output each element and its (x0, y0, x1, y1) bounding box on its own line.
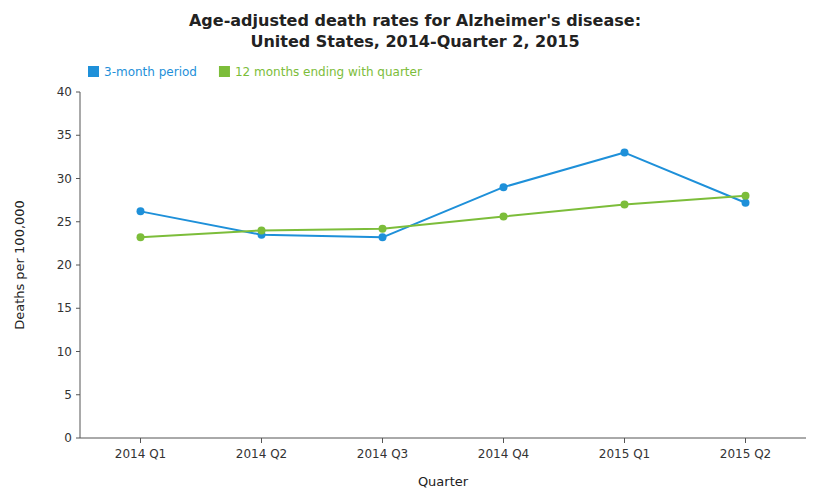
series-point (742, 199, 750, 207)
legend-swatch (219, 66, 230, 77)
chart: Age-adjusted death rates for Alzheimer's… (0, 0, 830, 500)
x-tick (261, 438, 262, 443)
y-tick-label: 10 (57, 345, 72, 359)
y-tick (76, 308, 80, 309)
legend-label: 3-month period (104, 65, 197, 79)
y-tick-label: 20 (57, 258, 72, 272)
series-point (621, 149, 629, 157)
x-axis-label: Quarter (418, 474, 469, 489)
x-tick (745, 438, 746, 443)
x-tick-label: 2014 Q4 (478, 447, 529, 461)
y-axis-label: Deaths per 100,000 (12, 200, 27, 330)
x-tick-label: 2015 Q1 (599, 447, 650, 461)
plot-area (137, 149, 750, 242)
x-tick-label: 2014 Q1 (115, 447, 166, 461)
series-point (742, 192, 750, 200)
y-tick-label: 15 (57, 301, 72, 315)
legend: 3-month period 12 months ending with quar… (88, 65, 422, 79)
x-tick-label: 2015 Q2 (720, 447, 771, 461)
series-point (379, 225, 387, 233)
x-tick (140, 438, 141, 443)
series-line (141, 196, 746, 238)
series-point (500, 213, 508, 221)
y-tick-label: 25 (57, 215, 72, 229)
y-tick-label: 5 (64, 388, 72, 402)
x-tick (624, 438, 625, 443)
y-tick-label: 40 (57, 85, 72, 99)
subtitle: United States, 2014-Quarter 2, 2015 (250, 32, 579, 51)
series-point (258, 226, 266, 234)
y-tick (76, 394, 80, 395)
y-tick (76, 351, 80, 352)
legend-swatch (88, 66, 99, 77)
x-tick (503, 438, 504, 443)
title: Age-adjusted death rates for Alzheimer's… (189, 11, 641, 30)
series-line (141, 153, 746, 238)
y-tick (76, 438, 80, 439)
y-tick-label: 0 (64, 431, 72, 445)
y-tick (76, 178, 80, 179)
y-tick (76, 221, 80, 222)
x-tick-label: 2014 Q2 (236, 447, 287, 461)
series-point (379, 233, 387, 241)
x-tick-label: 2014 Q3 (357, 447, 408, 461)
series-point (621, 200, 629, 208)
series-point (137, 207, 145, 215)
legend-label: 12 months ending with quarter (235, 65, 422, 79)
y-tick-label: 35 (57, 128, 72, 142)
series-point (500, 183, 508, 191)
x-axis-line (80, 438, 806, 439)
y-tick-label: 30 (57, 172, 72, 186)
y-tick (76, 135, 80, 136)
y-tick (76, 265, 80, 266)
x-tick (382, 438, 383, 443)
series-point (137, 233, 145, 241)
y-tick (76, 92, 80, 93)
